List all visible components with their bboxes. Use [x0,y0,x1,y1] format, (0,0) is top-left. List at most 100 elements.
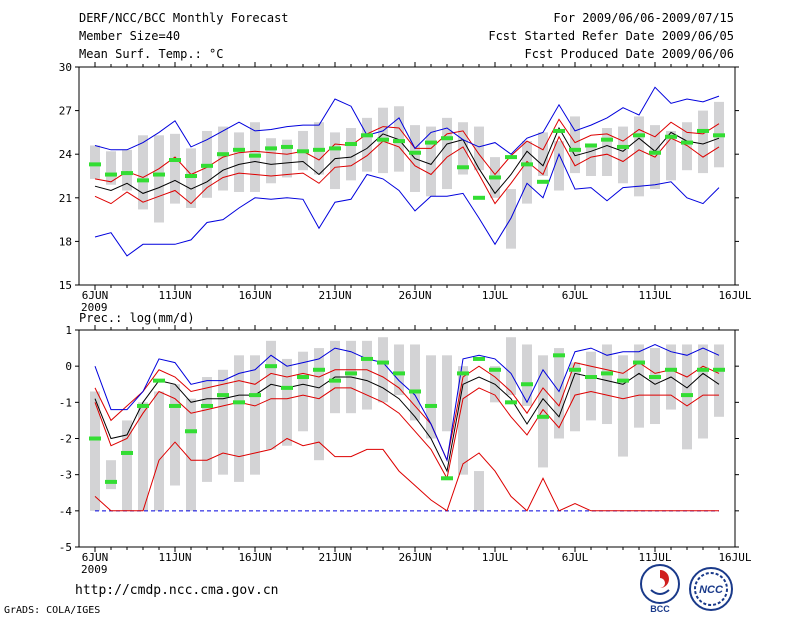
x-tick-label: 6JUL [562,551,589,564]
green-marker [521,382,533,387]
ncc-logo: NCC [689,567,733,611]
green-marker [649,150,661,155]
bcc-logo: BCC [640,564,680,614]
green-marker [681,140,693,145]
series-lower-band [94,387,719,480]
range-box [538,132,548,176]
range-box [666,130,676,181]
range-box [186,148,196,208]
green-marker [361,133,373,138]
green-marker [217,152,229,157]
y-tick-label: 30 [59,61,72,74]
y-tick-label: 15 [59,279,72,292]
green-marker [169,403,181,408]
range-box [346,128,356,181]
x-tick-label: 21JUN [318,289,351,302]
series-lowest-member [94,437,719,512]
green-marker [553,353,565,358]
range-box [634,344,644,428]
range-box [442,117,452,190]
green-marker [425,140,437,145]
y-tick-label: 18 [59,235,72,248]
green-marker [665,367,677,372]
green-marker [393,371,405,376]
range-box [138,402,148,511]
range-box [506,337,516,396]
green-marker [169,158,181,163]
y-tick-label: 1 [65,324,72,337]
fcst-started-date: Fcst Started Refer Date 2009/06/05 [488,29,734,43]
grads-credit: GrADS: COLA/IGES [4,605,101,616]
range-box [170,384,180,486]
green-marker [345,142,357,147]
green-marker [185,429,197,434]
range-box [698,110,708,174]
range-box [538,355,548,468]
y-tick-label: -5 [59,541,72,554]
x-tick-label: 6JUN [82,551,109,564]
range-box [154,391,164,511]
green-marker [105,479,117,484]
forecast-period: For 2009/06/06-2009/07/15 [553,11,734,25]
y-tick-label: -3 [59,469,72,482]
x-year-label: 2009 [81,301,108,314]
range-box [282,139,292,178]
range-box [234,355,244,482]
range-box [602,128,612,176]
green-marker [121,171,133,176]
green-marker [473,195,485,200]
y-tick-label: 0 [65,360,72,373]
green-marker [441,476,453,481]
green-marker [633,360,645,365]
range-box [90,391,100,511]
range-box [298,351,308,432]
green-marker [569,147,581,152]
fcst-produced-date: Fcst Produced Date 2009/06/06 [524,47,734,61]
y-tick-label: -4 [59,505,73,518]
green-marker [377,137,389,142]
green-marker [297,375,309,380]
range-box [122,149,132,191]
green-marker [697,128,709,133]
x-tick-label: 21JUN [318,551,351,564]
series-upper-band [94,361,720,462]
range-box [154,135,164,223]
green-marker [585,375,597,380]
green-marker [105,172,117,177]
range-box [426,355,436,439]
range-box [106,460,116,490]
green-marker [361,356,373,361]
green-marker [713,367,725,372]
green-marker [665,134,677,139]
green-marker [489,367,501,372]
range-box [202,377,212,482]
y-tick-label: 24 [59,148,73,161]
green-marker [601,371,613,376]
series-minimum [94,152,720,257]
green-marker [393,139,405,144]
green-marker [233,147,245,152]
green-marker [457,371,469,376]
precip-panel-title: Prec.: log(mm/d) [79,311,195,325]
green-marker [313,367,325,372]
temperature-panel: 15 18 21 24 27 30 6JUN 11JUN 16JUN 21JUN 26JUN 1JUL… [59,61,752,314]
range-box [618,126,628,184]
green-marker [473,356,485,361]
green-marker [505,400,517,405]
range-box [586,144,596,176]
green-marker [153,378,165,383]
range-box [282,358,292,446]
x-tick-label: 11JUL [638,551,671,564]
x-tick-label: 11JUN [158,551,191,564]
range-box [378,337,388,403]
range-box [314,348,324,461]
green-marker [505,155,517,160]
green-marker [233,400,245,405]
range-box [362,340,372,410]
range-box [394,344,404,396]
source-url[interactable]: http://cmdp.ncc.cma.gov.cn [75,583,279,598]
range-box [698,344,708,439]
range-box [570,362,580,432]
series-ensemble-mean [94,126,720,195]
x-tick-label: 26JUN [398,551,431,564]
